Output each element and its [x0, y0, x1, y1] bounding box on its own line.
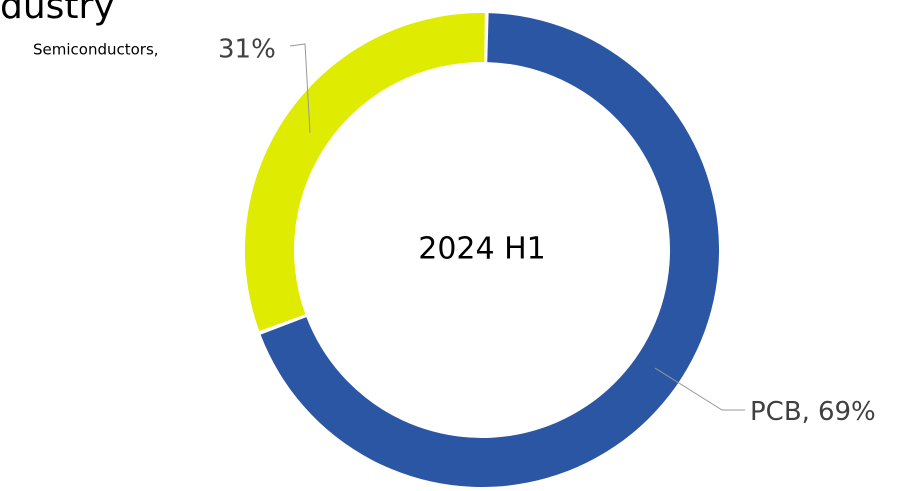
chart-title: dustry	[0, 0, 115, 27]
donut-slice	[245, 13, 485, 332]
value-label: 31%	[218, 35, 276, 65]
center-label: 2024 H1	[418, 232, 546, 267]
data-label: PCB, 69%	[750, 397, 876, 427]
value-label: 69%	[818, 397, 876, 427]
category-label: Semiconductors,	[33, 41, 159, 59]
leader-line	[654, 367, 745, 411]
leader-line	[289, 43, 311, 134]
category-label: PCB,	[750, 397, 810, 427]
